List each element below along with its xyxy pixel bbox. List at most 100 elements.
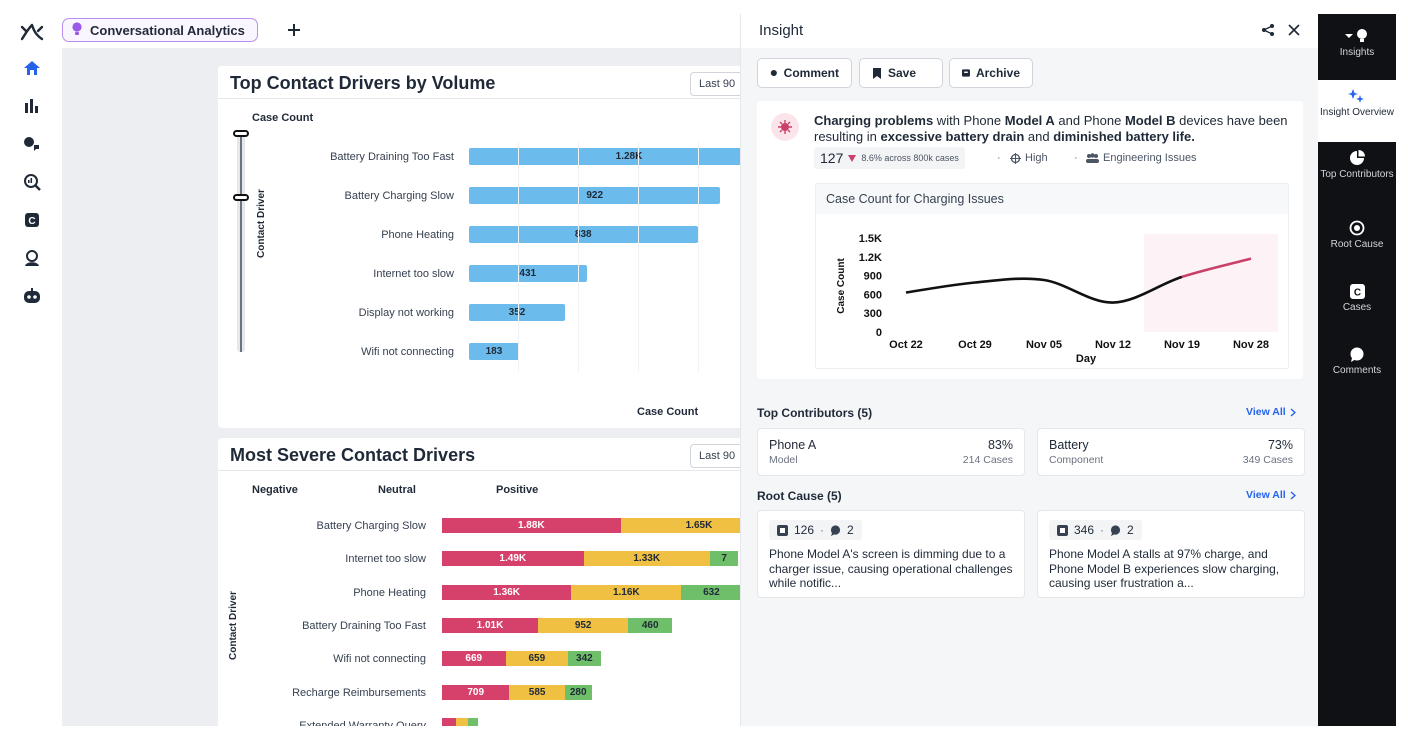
rail-top-contributors[interactable]: Top Contributors xyxy=(1318,150,1396,202)
segment-value-label: 1.36K xyxy=(493,586,520,598)
contributor-card[interactable]: Battery 73% Component 349 Cases xyxy=(1037,428,1305,476)
rail-label: Comments xyxy=(1332,365,1382,376)
line-chart-card: Case Count for Charging Issues 0 300 600 90… xyxy=(815,183,1289,369)
range-slider[interactable] xyxy=(233,130,249,352)
root-cause-card[interactable]: 126 · 2 Phone Model A's screen is dimming d… xyxy=(757,510,1025,598)
bar-label: Internet too slow xyxy=(345,553,426,566)
virus-icon xyxy=(771,113,799,141)
stacked-segment-negative[interactable]: 669 xyxy=(442,651,506,667)
view-all-contributors-link[interactable]: View All xyxy=(1246,406,1296,418)
target-icon xyxy=(1349,220,1365,236)
stacked-segment-positive[interactable]: 280 xyxy=(564,684,592,700)
cases-icon[interactable]: C xyxy=(22,210,42,230)
analytics-search-icon[interactable] xyxy=(22,172,42,192)
save-label: Save xyxy=(888,66,917,80)
insight-panel: Insight Comment Save Archive Charging pr… xyxy=(740,14,1318,726)
share-icon[interactable] xyxy=(1261,23,1275,37)
logo-icon[interactable] xyxy=(20,22,44,42)
stacked-segment-positive[interactable]: 342 xyxy=(568,651,601,667)
bar-label: Battery Charging Slow xyxy=(344,190,454,202)
legend-neutral: Neutral xyxy=(378,484,416,496)
bar-value-label: 431 xyxy=(519,268,537,279)
cases-icon xyxy=(777,524,788,536)
contributor-percent: 73% xyxy=(1267,438,1293,452)
chevron-right-icon xyxy=(1290,407,1296,417)
stacked-segment-positive[interactable]: 460 xyxy=(628,617,673,633)
stacked-segment-neutral[interactable]: 1.33K xyxy=(583,551,710,567)
stacked-segment-negative[interactable]: 1.88K xyxy=(442,518,621,533)
tab-conversational-analytics[interactable]: Conversational Analytics xyxy=(62,18,258,42)
bar[interactable]: 352 xyxy=(469,304,565,321)
comment-label: Comment xyxy=(783,66,839,80)
stacked-segment-positive[interactable]: 7 xyxy=(709,551,739,567)
rail-label: Insight Overview xyxy=(1320,107,1394,118)
stacked-segment-positive[interactable] xyxy=(467,717,479,726)
x-tick-label: Nov 28 xyxy=(1233,339,1269,351)
stacked-segment-negative[interactable]: 1.49K xyxy=(442,551,584,567)
slider-handle-bottom[interactable] xyxy=(233,194,249,201)
add-tab-icon[interactable] xyxy=(284,20,304,40)
bar[interactable]: 431 xyxy=(469,265,587,282)
stacked-segment-neutral[interactable]: 585 xyxy=(509,684,565,700)
rail-cases[interactable]: C Cases xyxy=(1318,284,1396,324)
home-icon[interactable] xyxy=(22,58,42,78)
bar-label: Phone Heating xyxy=(381,229,454,241)
insight-summary-card: Charging problems with Phone Model A and… xyxy=(757,101,1303,379)
stacked-segment-neutral[interactable]: 1.65K xyxy=(620,518,740,533)
bar[interactable]: 1.28K xyxy=(469,148,740,165)
date-range-button[interactable]: Last 90 xyxy=(690,444,740,468)
legend-negative: Negative xyxy=(252,484,298,496)
lightbulb-icon xyxy=(1345,29,1367,42)
bar-label: Battery Charging Slow xyxy=(316,520,426,532)
stacked-segment-negative[interactable]: 709 xyxy=(442,684,510,700)
bar-label: Wifi not connecting xyxy=(333,653,426,666)
rail-root-cause[interactable]: Root Cause xyxy=(1318,220,1396,260)
comment-button[interactable]: Comment xyxy=(757,58,852,88)
segment-value-label: 659 xyxy=(528,653,546,665)
y-tick-label: 0 xyxy=(876,327,882,339)
bar-chart-icon[interactable] xyxy=(22,96,42,116)
root-cause-card[interactable]: 346 · 2 Phone Model A stalls at 97% charge,… xyxy=(1037,510,1305,598)
segment-value-label: 1.33K xyxy=(633,553,661,565)
bot-icon[interactable] xyxy=(22,286,42,306)
view-all-root-cause-link[interactable]: View All xyxy=(1246,489,1296,501)
archive-button[interactable]: Archive xyxy=(949,58,1033,88)
insight-chat-icon[interactable] xyxy=(22,134,42,154)
bar[interactable]: 922 xyxy=(469,187,721,204)
stacked-segment-neutral[interactable]: 659 xyxy=(505,651,569,667)
bar[interactable]: 838 xyxy=(469,226,698,243)
stacked-segment-neutral[interactable] xyxy=(456,717,468,726)
stacked-segment-neutral[interactable]: 952 xyxy=(537,617,629,633)
segment-value-label: 1.01K xyxy=(476,619,504,631)
contributor-cases: 349 Cases xyxy=(1242,454,1293,466)
segment-value-label: 7 xyxy=(721,553,727,565)
date-range-button[interactable]: Last 90 xyxy=(690,72,740,96)
stacked-segment-positive[interactable]: 632 xyxy=(681,584,740,600)
stacked-segment-negative[interactable]: 1.01K xyxy=(442,617,538,633)
top-bar: Conversational Analytics xyxy=(62,14,740,48)
stacked-segment-negative[interactable]: 1.36K xyxy=(442,584,572,600)
rail-insights[interactable]: Insights xyxy=(1318,28,1396,80)
root-cause-case-count: 346 xyxy=(1074,523,1095,537)
rail-insight-overview[interactable]: Insight Overview xyxy=(1318,80,1396,142)
close-icon[interactable] xyxy=(1287,23,1301,37)
save-button[interactable]: Save xyxy=(859,58,943,88)
bar[interactable]: 183 xyxy=(469,343,519,360)
rail-label: Cases xyxy=(1342,302,1372,313)
svg-text:C: C xyxy=(28,216,35,227)
y-axis-label: Case Count xyxy=(836,258,847,314)
x-tick-label: Nov 19 xyxy=(1164,339,1200,351)
slider-handle-top[interactable] xyxy=(233,130,249,137)
contributor-card[interactable]: Phone A 83% Model 214 Cases xyxy=(757,428,1025,476)
root-cause-text: Phone Model A stalls at 97% charge, and … xyxy=(1049,547,1280,590)
stacked-segment-neutral[interactable]: 1.16K xyxy=(571,584,682,600)
summary-part: and xyxy=(1024,129,1054,144)
team-label: Engineering Issues xyxy=(1103,152,1197,164)
bar-label: Wifi not connecting xyxy=(361,346,454,358)
agent-icon[interactable] xyxy=(22,248,42,268)
rail-comments[interactable]: Comments xyxy=(1318,347,1396,387)
x-tick-label: Oct 22 xyxy=(889,339,923,351)
top-drivers-card: Top Contact Drivers by Volume Last 90 Ca… xyxy=(218,66,740,428)
view-all-label: View All xyxy=(1246,406,1286,418)
stacked-segment-negative[interactable] xyxy=(442,717,457,726)
